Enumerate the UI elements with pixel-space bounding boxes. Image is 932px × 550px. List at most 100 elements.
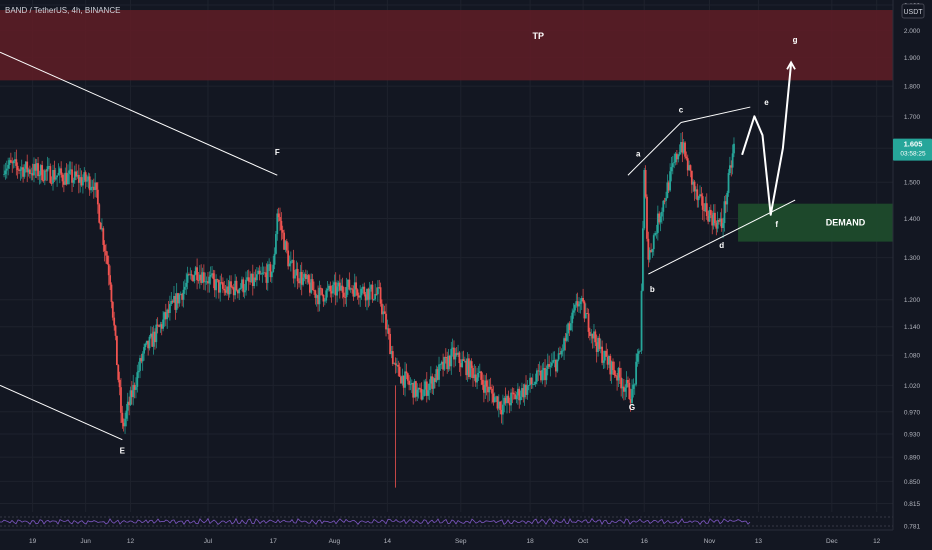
candle-body [279, 217, 281, 221]
candle-body [156, 324, 159, 326]
candle-body [468, 358, 470, 378]
time-axis[interactable] [0, 530, 932, 550]
time-axis-ticks: 19 Jun 12 Jul 17 Aug 14 Sep 18 Oct 16 Nov 13 Dec 12 [29, 538, 881, 545]
candle-body [37, 163, 39, 177]
candle-body [27, 169, 30, 173]
time-tick-label: 18 [526, 538, 534, 545]
candle-body [701, 196, 704, 210]
candle-body [667, 182, 670, 191]
candle-body [699, 194, 701, 197]
candle-body [164, 312, 167, 320]
candle-body [624, 387, 627, 392]
candle-body [385, 313, 387, 330]
candle-body [720, 218, 723, 229]
candle-body [715, 222, 718, 229]
candle-body [583, 301, 586, 319]
candle-body [432, 378, 435, 389]
projected-path [741, 63, 793, 216]
candle-body [684, 142, 686, 157]
time-tick-label: Nov [704, 538, 716, 545]
candle-body [265, 272, 268, 283]
candle-body [20, 167, 23, 170]
candle-body [530, 377, 533, 385]
candle-body [518, 388, 521, 401]
candle-body [3, 174, 5, 175]
candle-body [238, 288, 241, 294]
candle-body [71, 169, 73, 183]
candle-body [606, 356, 609, 365]
candle-body [29, 169, 31, 174]
candle-body [268, 264, 271, 266]
candle-body [319, 287, 322, 289]
candle-body [428, 383, 431, 391]
candle-body [507, 395, 510, 403]
candle-body [688, 165, 691, 171]
candle-body [86, 180, 88, 182]
candle-body [257, 270, 260, 275]
time-tick-label: 14 [384, 538, 392, 545]
candle-body [313, 290, 315, 291]
tp-zone[interactable] [0, 10, 893, 81]
current-price: 1.605 [904, 140, 923, 149]
candle-body [12, 161, 15, 164]
candle-body [41, 165, 44, 181]
candle-body [560, 351, 563, 355]
candle-body [700, 194, 703, 197]
candle-body [632, 384, 635, 389]
candle-body [205, 281, 208, 283]
currency-button[interactable] [901, 3, 925, 19]
candle-body [235, 280, 238, 291]
candle-body [712, 212, 715, 226]
candle-body [416, 389, 419, 397]
candle-body [30, 173, 33, 175]
candle-body [109, 275, 111, 285]
candle-body [410, 383, 413, 385]
candle-body [421, 396, 424, 400]
candle-body [83, 172, 86, 181]
candle-body [56, 175, 58, 178]
candle-body [621, 386, 624, 389]
candle-body [367, 288, 370, 300]
demand-zone[interactable] [738, 203, 893, 242]
trendline-upper [0, 51, 278, 176]
candle-body [351, 288, 353, 290]
candle-body [193, 274, 196, 282]
candle-body [605, 350, 608, 357]
candle-body [232, 287, 235, 296]
candle-body [45, 170, 48, 172]
candle-body [234, 280, 237, 296]
candle-body [423, 389, 425, 397]
price-tick-label: 1.080 [904, 353, 921, 360]
candle-body [254, 277, 257, 281]
candle-body [247, 277, 250, 282]
candle-body [230, 281, 232, 288]
candle-body [185, 282, 188, 287]
candle-body [648, 250, 651, 260]
candle-body [272, 264, 275, 272]
candle-body [67, 173, 69, 185]
candle-body [675, 153, 678, 160]
price-axis[interactable] [893, 0, 932, 550]
candle-body [636, 353, 639, 362]
candle-body [115, 335, 118, 366]
candle-body [707, 216, 710, 222]
candle-body [262, 272, 265, 274]
candle-body [542, 368, 545, 371]
candle-body [236, 290, 239, 294]
candle-body [332, 284, 334, 294]
candle-body [436, 369, 439, 380]
candle-body [159, 324, 162, 327]
candle-body [295, 268, 298, 276]
candle-body [644, 170, 647, 197]
candle-body [538, 370, 541, 372]
candle-body [133, 384, 136, 390]
wave-label-e: e [764, 98, 769, 107]
candle-body [379, 287, 382, 304]
candle-body [613, 370, 616, 375]
candle-body [148, 336, 151, 349]
candle-body [643, 170, 646, 229]
wave-drawings[interactable] [0, 51, 796, 441]
time-tick-label: Jul [204, 538, 213, 545]
candle-body [484, 380, 487, 393]
